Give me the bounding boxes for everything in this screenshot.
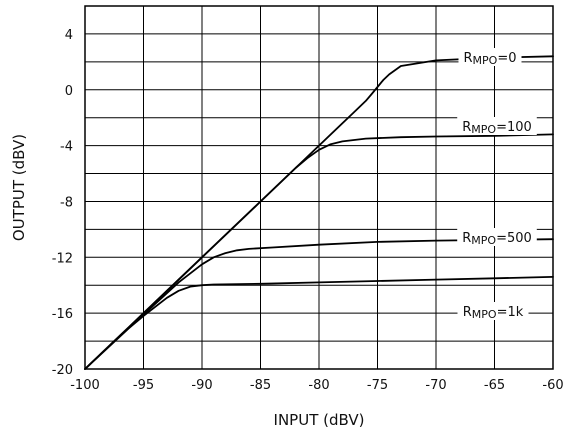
x-tick-label: -60 [542,378,563,393]
y-tick-labels: -20 -16 -12 -8 -4 0 4 [52,28,73,378]
x-tick-label: -100 [70,378,100,393]
series-lines [84,55,554,370]
x-axis-title: INPUT (dBV) [274,411,365,429]
series-label-value: =500 [496,231,532,246]
series-line-1 [84,133,554,370]
x-tick-label: -90 [191,378,212,393]
y-tick-label: -4 [60,140,73,155]
series-label-value: =100 [496,120,532,135]
series-label-r: R [463,305,472,320]
series-label-2: RMPO=500 [457,228,537,247]
y-tick-label: 4 [65,28,73,43]
series-label-3: RMPO=1k [457,302,529,321]
series-label-subscript: MPO [471,123,496,136]
y-tick-label: -20 [52,363,73,378]
x-tick-labels: -100 -95 -90 -85 -80 -75 -70 -65 -60 [70,378,563,393]
series-label-text: RMPO=0 [463,51,516,67]
series-label-subscript: MPO [472,308,497,321]
series-label-bg [457,228,537,246]
x-tick-label: -65 [484,378,505,393]
series-label-r: R [462,231,471,246]
series-label-text: RMPO=100 [462,120,532,136]
grid [85,6,553,369]
series-label-bg [457,117,537,135]
plot-frame [84,5,554,370]
y-tick-label: 0 [65,84,73,99]
series-label-value: =0 [497,51,516,66]
x-tick-label: -95 [133,378,154,393]
series-label-r: R [463,51,472,66]
x-tick-label: -75 [367,378,388,393]
series-line-3 [84,275,554,370]
y-tick-label: -12 [52,251,73,266]
series-label-1: RMPO=100 [457,117,537,136]
series-label-r: R [462,120,471,135]
series-label-text: RMPO=500 [462,231,532,247]
x-tick-label: -85 [250,378,271,393]
series-label-subscript: MPO [473,54,498,67]
y-axis-title: OUTPUT (dBV) [10,134,28,241]
y-tick-label: -16 [52,307,73,322]
series-line-2 [84,238,554,370]
x-tick-label: -80 [308,378,329,393]
series-label-0: RMPO=0 [458,48,522,67]
series-label-bg [457,302,529,320]
series-label-text: RMPO=1k [463,305,524,321]
series-label-value: =1k [497,305,524,320]
x-tick-label: -70 [425,378,446,393]
y-tick-label: -8 [60,195,73,210]
series-label-subscript: MPO [471,234,496,247]
series-label-bg [458,48,522,66]
